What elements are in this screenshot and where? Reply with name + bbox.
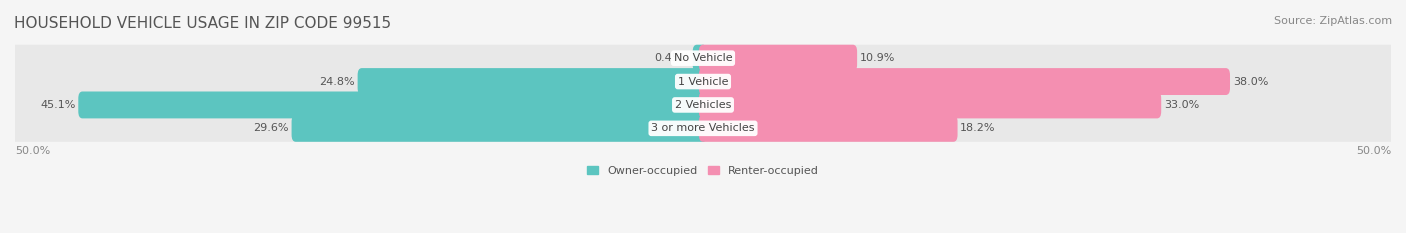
Text: 50.0%: 50.0%: [1355, 146, 1391, 156]
Text: 50.0%: 50.0%: [15, 146, 51, 156]
Text: 3 or more Vehicles: 3 or more Vehicles: [651, 123, 755, 133]
FancyBboxPatch shape: [79, 92, 707, 118]
Text: 1 Vehicle: 1 Vehicle: [678, 77, 728, 86]
Text: No Vehicle: No Vehicle: [673, 53, 733, 63]
FancyBboxPatch shape: [357, 68, 707, 95]
FancyBboxPatch shape: [291, 115, 707, 142]
Text: 45.1%: 45.1%: [41, 100, 76, 110]
Text: 2 Vehicles: 2 Vehicles: [675, 100, 731, 110]
FancyBboxPatch shape: [699, 115, 957, 142]
FancyBboxPatch shape: [699, 45, 858, 72]
Text: 18.2%: 18.2%: [960, 123, 995, 133]
FancyBboxPatch shape: [11, 45, 1395, 72]
Text: 24.8%: 24.8%: [319, 77, 354, 86]
FancyBboxPatch shape: [699, 92, 1161, 118]
Text: 33.0%: 33.0%: [1164, 100, 1199, 110]
FancyBboxPatch shape: [699, 68, 1230, 95]
FancyBboxPatch shape: [11, 68, 1395, 95]
Text: 38.0%: 38.0%: [1233, 77, 1268, 86]
Text: 29.6%: 29.6%: [253, 123, 288, 133]
Text: 10.9%: 10.9%: [860, 53, 896, 63]
FancyBboxPatch shape: [693, 45, 707, 72]
Text: Source: ZipAtlas.com: Source: ZipAtlas.com: [1274, 16, 1392, 26]
FancyBboxPatch shape: [11, 115, 1395, 142]
FancyBboxPatch shape: [11, 92, 1395, 118]
Text: 0.45%: 0.45%: [655, 53, 690, 63]
Text: HOUSEHOLD VEHICLE USAGE IN ZIP CODE 99515: HOUSEHOLD VEHICLE USAGE IN ZIP CODE 9951…: [14, 16, 391, 31]
Legend: Owner-occupied, Renter-occupied: Owner-occupied, Renter-occupied: [582, 161, 824, 180]
